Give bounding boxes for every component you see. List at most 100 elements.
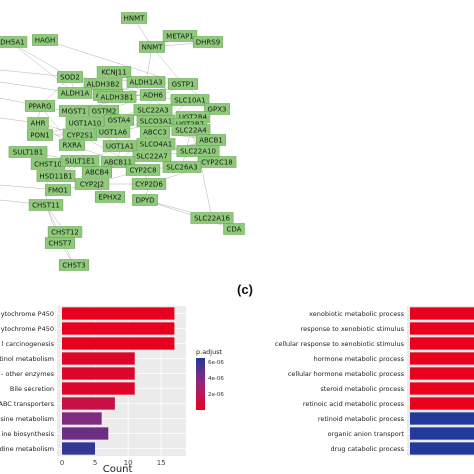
bar — [62, 382, 135, 395]
network-edge — [151, 46, 184, 85]
category-label: organic anion transport — [328, 430, 405, 438]
category-label: ABC transporters — [0, 400, 55, 408]
bar — [410, 442, 474, 455]
network-node-label: GPX3 — [208, 106, 227, 114]
network-node-box — [24, 100, 56, 112]
network-node: NNMT — [139, 41, 165, 53]
network-node: GSTP1 — [167, 78, 199, 90]
network-edge — [145, 46, 153, 83]
network-node-label: SLCO3A1 — [140, 118, 172, 126]
network-node: CHST7 — [44, 237, 76, 249]
network-node-label: SLC22A16 — [194, 215, 230, 223]
network-node-box — [167, 78, 199, 90]
network-node-label: SLC10A1 — [174, 97, 205, 105]
network-node-label: MGST1 — [62, 108, 87, 116]
bar — [410, 322, 474, 335]
network-node-box — [57, 87, 93, 99]
network-node-label: UGT1A6 — [99, 129, 128, 137]
legend-tick-label: 4e-06 — [208, 376, 224, 382]
network-node: SLC10A1 — [170, 94, 210, 106]
network-node-label: METAP1 — [166, 33, 194, 41]
category-label: ytochrome P450 — [1, 325, 54, 333]
network-node-label: DPYD — [135, 197, 154, 205]
network-node-box — [139, 126, 171, 138]
category-label: drug catabolic process — [330, 445, 404, 453]
network-node: GPX3 — [204, 103, 230, 115]
network-node-label: SULT1E1 — [65, 158, 95, 166]
network-node: CYP2S1 — [62, 129, 98, 141]
network-node-box — [132, 194, 158, 206]
network-node-box — [125, 164, 161, 176]
legend-title: p.adjust — [196, 348, 223, 356]
network-node: AHR — [27, 117, 49, 129]
network-node-label: SLC22A3 — [137, 107, 168, 115]
bar — [62, 367, 135, 380]
network-node: SLCO3A1 — [136, 115, 176, 127]
network-node: SLC22A16 — [190, 212, 234, 224]
network-node: FMO1 — [45, 184, 71, 196]
network-node: CYP2J2 — [74, 178, 110, 190]
bar — [410, 412, 474, 425]
network-node: SLC22A10 — [176, 145, 220, 157]
category-label: xenobiotic metabolic process — [309, 310, 404, 318]
network-node-label: CYP2D6 — [135, 181, 163, 189]
network-node: KCNJ11 — [96, 66, 132, 78]
category-label: retinoid metabolic process — [318, 415, 405, 423]
network-node-label: CHST3 — [62, 262, 85, 270]
network-node: CYP2C18 — [197, 156, 237, 168]
network-node: CHST11 — [28, 199, 64, 211]
network-node: SLC22A4 — [171, 124, 211, 136]
network-node-box — [36, 170, 76, 182]
network-node-box — [32, 34, 58, 46]
network-node-box — [162, 30, 198, 42]
network-node-box — [45, 184, 71, 196]
x-tick-label: 10 — [124, 459, 133, 467]
network-node-label: ABCB11 — [104, 159, 132, 167]
network-node-box — [126, 76, 166, 88]
network-node-box — [204, 103, 230, 115]
network-node-label: RXRA — [62, 142, 81, 150]
network-node-label: UGT1A1 — [106, 143, 134, 151]
network-node-label: CHST10 — [34, 161, 62, 169]
network-node-box — [58, 259, 90, 271]
bar — [410, 397, 474, 410]
network-node: HNMT — [121, 12, 147, 24]
network-node-box — [28, 199, 64, 211]
network-node-label: DHRS9 — [196, 39, 220, 47]
bar — [62, 352, 135, 365]
network-node-box — [190, 212, 234, 224]
x-tick-label: 15 — [157, 459, 166, 467]
network-node-label: GSTA4 — [108, 117, 131, 125]
network-node: SLC22A3 — [133, 104, 173, 116]
network-node: SULT1E1 — [60, 155, 100, 167]
network-node: HAGH — [32, 34, 58, 46]
network-edge — [118, 83, 184, 121]
network-node-label: CYP2J2 — [80, 181, 104, 189]
network-node: CYP2C8 — [125, 164, 161, 176]
network-node-label: PON1 — [30, 132, 49, 140]
network-node-label: CYP2S1 — [67, 132, 94, 140]
network-node-box — [139, 41, 165, 53]
legend-tick-label: 2e-06 — [208, 392, 224, 398]
category-label: dine metabolism — [0, 445, 54, 453]
network-node: ADH6 — [140, 89, 166, 101]
network-node: SULT1B1 — [8, 146, 48, 158]
network-node-label: UGT1A10 — [69, 120, 102, 128]
network-node-label: SOD2 — [60, 74, 80, 82]
network-node-label: ALDH3B2 — [86, 81, 119, 89]
bar — [62, 337, 175, 350]
enrichment-chart-left: 0 5 10 15 ytochrome P450 ytochrome P450 l carc… — [0, 306, 224, 474]
network-node-box — [100, 156, 136, 168]
network-node: METAP1 — [162, 30, 198, 42]
network-node: CHST3 — [58, 259, 90, 271]
network-node-box — [103, 114, 135, 126]
bar — [410, 352, 474, 365]
category-label: Bile secretion — [10, 385, 54, 393]
network-node-box — [95, 126, 131, 138]
network-node-label: HNMT — [124, 15, 146, 23]
category-label: hormone metabolic process — [314, 355, 405, 363]
enrichment-chart-right: xenobiotic metabolic process response to … — [275, 306, 474, 456]
legend-colorbar — [196, 358, 205, 410]
network-node-box — [132, 150, 172, 162]
